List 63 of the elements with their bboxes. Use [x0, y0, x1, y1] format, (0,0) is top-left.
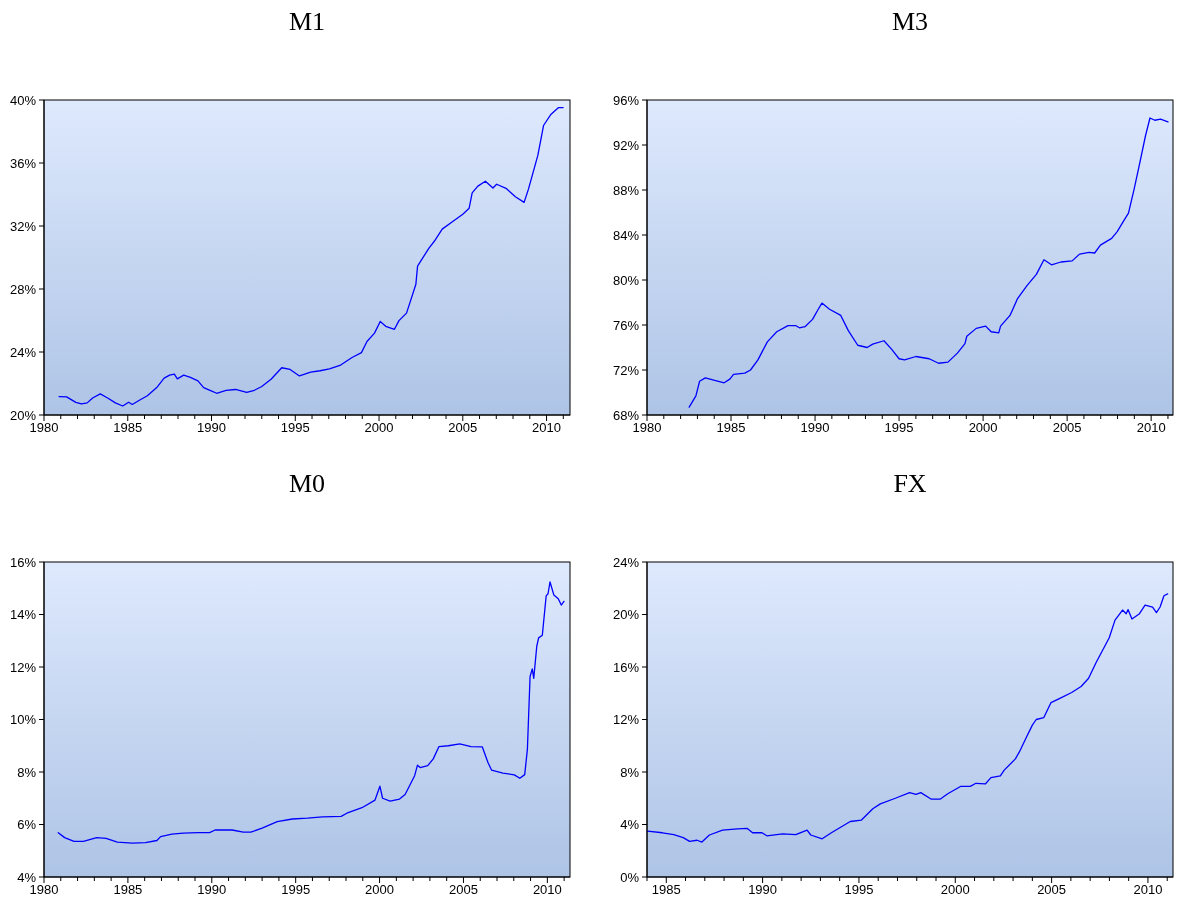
y-tick-label: 20%	[9, 407, 37, 423]
x-tick-label: 2005	[1052, 420, 1082, 435]
y-tick-label: 36%	[9, 155, 37, 171]
y-tick-label: 4%	[17, 869, 37, 885]
x-tick-label: 2005	[448, 420, 478, 435]
x-tick-label: 2010	[1133, 882, 1163, 897]
y-tick-label: 12%	[612, 712, 640, 727]
line-series	[646, 593, 1169, 843]
x-tick-label: 1995	[844, 882, 874, 897]
x-tick-label: 1985	[113, 420, 143, 435]
x-tick-label: 2010	[532, 882, 562, 897]
y-tick-label: 84%	[612, 227, 640, 243]
y-tick-label: 8%	[620, 764, 640, 780]
x-tick-label: 1980	[29, 420, 59, 435]
y-tick-label: 88%	[612, 182, 640, 198]
x-tick-label: 1980	[29, 882, 59, 897]
x-tick-label: 2010	[1136, 420, 1166, 435]
x-tick-label: 2000	[940, 882, 970, 897]
x-tick-label: 2000	[968, 420, 998, 435]
line-series	[57, 581, 565, 844]
line-series	[58, 106, 564, 407]
y-tick-label: 8%	[17, 764, 37, 780]
x-tick-label: 2005	[449, 882, 478, 897]
y-tick-label: 72%	[612, 362, 640, 378]
x-tick-label: 1985	[651, 882, 681, 897]
x-tick-label: 1985	[113, 882, 143, 897]
y-tick-label: 96%	[612, 92, 640, 108]
y-tick-label: 24%	[9, 344, 37, 360]
x-tick-label: 1990	[748, 882, 778, 897]
x-tick-label: 2000	[365, 882, 395, 897]
x-tick-label: 1990	[800, 420, 830, 435]
x-tick-label: 1990	[197, 420, 226, 435]
y-tick-label: 14%	[9, 607, 37, 622]
chart-title: FX	[893, 469, 927, 498]
y-tick-label: 40%	[9, 92, 37, 108]
x-tick-label: 1985	[716, 420, 746, 435]
x-tick-label: 1995	[281, 882, 311, 897]
y-tick-label: 16%	[612, 659, 640, 675]
y-tick-label: 76%	[612, 317, 640, 333]
chart-title: M3	[891, 7, 929, 36]
y-tick-label: 6%	[17, 817, 37, 832]
y-tick-label: 16%	[9, 554, 37, 570]
y-tick-label: 24%	[612, 554, 640, 570]
y-tick-label: 32%	[9, 218, 37, 234]
y-tick-label: 20%	[612, 607, 640, 622]
line-series	[688, 117, 1169, 408]
x-tick-label: 1990	[197, 882, 227, 897]
chart-title: M1	[288, 7, 326, 36]
x-tick-label: 2000	[364, 420, 394, 435]
x-tick-label: 2010	[532, 420, 562, 435]
y-tick-label: 92%	[612, 137, 640, 153]
y-tick-label: 10%	[9, 712, 37, 727]
x-tick-label: 1995	[884, 420, 914, 435]
x-tick-label: 1980	[632, 420, 662, 435]
y-tick-label: 12%	[9, 659, 37, 675]
x-tick-label: 1995	[280, 420, 310, 435]
x-tick-label: 2005	[1037, 882, 1067, 897]
y-tick-label: 0%	[620, 869, 640, 885]
y-tick-label: 68%	[612, 407, 640, 423]
y-tick-label: 80%	[612, 272, 640, 288]
y-tick-label: 4%	[620, 817, 640, 832]
chart-title: M0	[288, 469, 326, 498]
y-tick-label: 28%	[9, 281, 37, 297]
